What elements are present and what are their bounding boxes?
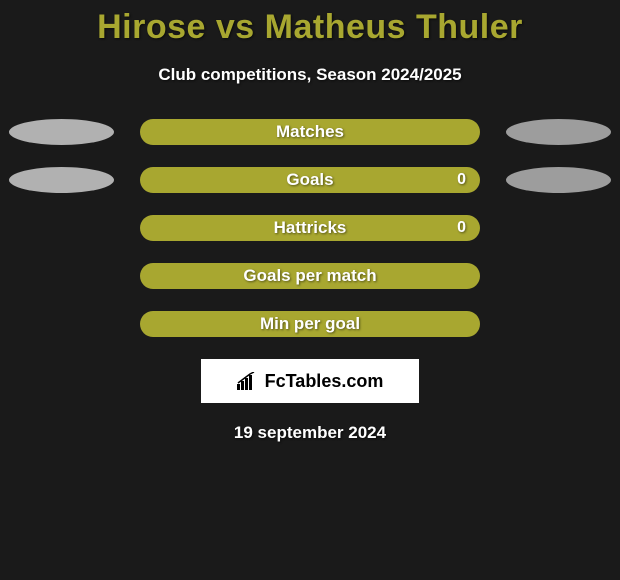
page-title: Hirose vs Matheus Thuler: [0, 0, 620, 47]
right-oval-spacer: [506, 215, 611, 241]
stat-bar-label: Hattricks: [274, 218, 347, 238]
right-oval-spacer: [506, 263, 611, 289]
right-oval: [506, 119, 611, 145]
stat-bar: Goals 0: [140, 167, 480, 193]
stat-row-matches: Matches: [0, 119, 620, 145]
brand-box: FcTables.com: [201, 359, 419, 403]
subtitle: Club competitions, Season 2024/2025: [0, 65, 620, 85]
stat-bar-label: Goals per match: [243, 266, 376, 286]
stat-row-goals: Goals 0: [0, 167, 620, 193]
stat-bar: Matches: [140, 119, 480, 145]
date-text: 19 september 2024: [0, 423, 620, 443]
stat-bar-label: Goals: [286, 170, 333, 190]
stat-rows: Matches Goals 0 Hattricks 0 Goals per ma…: [0, 119, 620, 337]
brand-text: FcTables.com: [265, 371, 384, 392]
left-oval-spacer: [9, 263, 114, 289]
stat-row-hattricks: Hattricks 0: [0, 215, 620, 241]
right-oval-spacer: [506, 311, 611, 337]
stat-row-goals-per-match: Goals per match: [0, 263, 620, 289]
right-oval: [506, 167, 611, 193]
stat-bar: Goals per match: [140, 263, 480, 289]
stat-bar: Hattricks 0: [140, 215, 480, 241]
stat-bar-label: Matches: [276, 122, 344, 142]
bar-chart-icon: [237, 372, 259, 390]
stat-bar-label: Min per goal: [260, 314, 360, 334]
left-oval-spacer: [9, 215, 114, 241]
stat-row-min-per-goal: Min per goal: [0, 311, 620, 337]
stat-bar: Min per goal: [140, 311, 480, 337]
stat-bar-value: 0: [457, 219, 466, 237]
left-oval: [9, 119, 114, 145]
stat-bar-value: 0: [457, 171, 466, 189]
left-oval-spacer: [9, 311, 114, 337]
left-oval: [9, 167, 114, 193]
